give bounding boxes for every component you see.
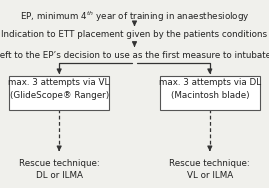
FancyBboxPatch shape: [9, 76, 109, 110]
Text: Rescue technique:
DL or ILMA: Rescue technique: DL or ILMA: [19, 159, 100, 180]
Text: max. 3 attempts via VL
(GlideScope® Ranger): max. 3 attempts via VL (GlideScope® Rang…: [9, 78, 110, 99]
Text: Left to the EP’s decision to use as the first measure to intubate:: Left to the EP’s decision to use as the …: [0, 51, 269, 60]
Text: Indication to ETT placement given by the patients conditions: Indication to ETT placement given by the…: [1, 30, 268, 39]
Text: max. 3 attempts via DL
(Macintosh blade): max. 3 attempts via DL (Macintosh blade): [159, 78, 261, 99]
FancyBboxPatch shape: [160, 76, 260, 110]
Text: EP, minimum 4$^{th}$ year of training in anaesthesiology: EP, minimum 4$^{th}$ year of training in…: [20, 9, 249, 24]
Text: Rescue technique:
VL or ILMA: Rescue technique: VL or ILMA: [169, 159, 250, 180]
